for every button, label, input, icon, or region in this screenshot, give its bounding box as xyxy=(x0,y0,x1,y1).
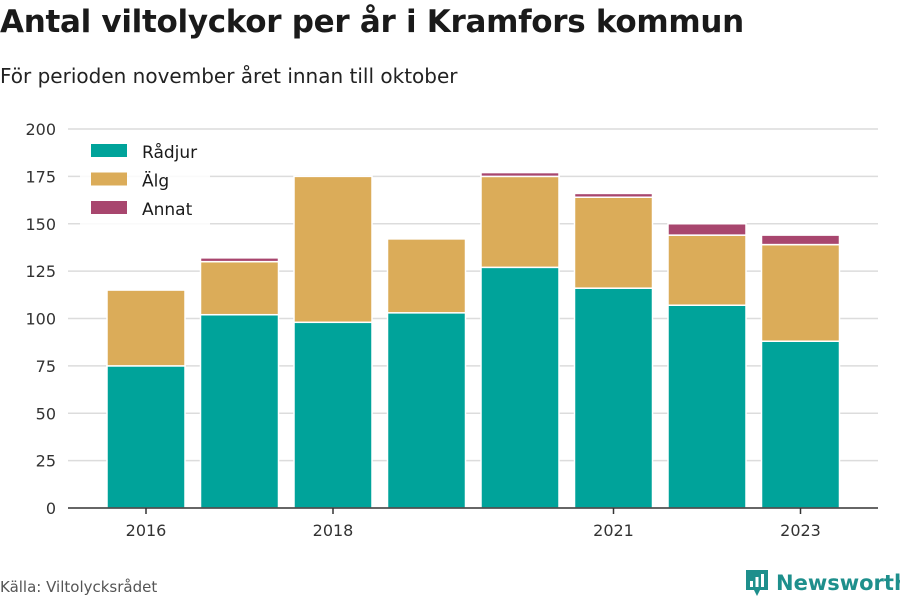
bar-segment xyxy=(106,365,186,509)
y-tick-label: 25 xyxy=(36,452,56,471)
y-tick-label: 50 xyxy=(36,404,56,423)
bar-segment xyxy=(760,340,841,509)
bar-segment xyxy=(199,260,280,316)
bar-segment xyxy=(760,234,841,246)
x-tick-label: 2023 xyxy=(780,521,821,540)
bar-segment xyxy=(386,238,467,314)
y-tick-label: 125 xyxy=(25,262,56,281)
bar-segment xyxy=(573,287,654,509)
source-note: Källa: Viltolycksrådet xyxy=(0,578,158,596)
x-tick-label: 2021 xyxy=(593,521,634,540)
brand-logo: Newsworthy xyxy=(744,568,900,598)
y-tick-label: 200 xyxy=(25,120,56,139)
bar-segment xyxy=(293,321,373,509)
y-tick-label: 0 xyxy=(46,499,56,518)
bar-segment xyxy=(667,223,747,236)
y-tick-label: 175 xyxy=(25,167,56,186)
legend-label: Rådjur xyxy=(142,142,197,163)
bar-segment xyxy=(480,266,560,509)
legend-label: Annat xyxy=(142,200,193,220)
legend-swatch xyxy=(91,201,127,214)
bar-segment xyxy=(480,175,560,269)
bar-segment xyxy=(573,192,654,198)
bar-segment xyxy=(573,196,654,289)
y-tick-label: 100 xyxy=(25,310,56,329)
newsworthy-icon xyxy=(746,570,768,596)
bar-segment xyxy=(667,234,747,306)
legend-swatch xyxy=(91,144,127,157)
bar-segment xyxy=(293,175,373,324)
bar-segment xyxy=(106,289,186,367)
x-tick-label: 2018 xyxy=(313,521,354,540)
brand-name: Newsworthy xyxy=(776,571,900,595)
y-tick-label: 75 xyxy=(36,357,56,376)
y-tick-label: 150 xyxy=(25,215,56,234)
bar-segment xyxy=(199,257,280,263)
axes: 0 25 50 75 100 125 150 175 200 2016 2018 2021 2023 xyxy=(25,120,878,540)
bar-segment xyxy=(667,304,747,509)
chart-subtitle: För perioden november året innan till ok… xyxy=(0,64,458,88)
bars xyxy=(106,171,841,509)
chart-title: Antal viltolyckor per år i Kramfors komm… xyxy=(0,4,744,40)
bar-segment xyxy=(760,243,841,342)
legend-swatch xyxy=(91,172,127,186)
legend-label: Älg xyxy=(142,171,169,192)
bar-segment xyxy=(480,171,560,178)
legend: Rådjur Älg Annat xyxy=(80,136,210,226)
bar-segment xyxy=(199,313,280,509)
bar-segment xyxy=(386,312,467,509)
x-tick-label: 2016 xyxy=(126,521,167,540)
